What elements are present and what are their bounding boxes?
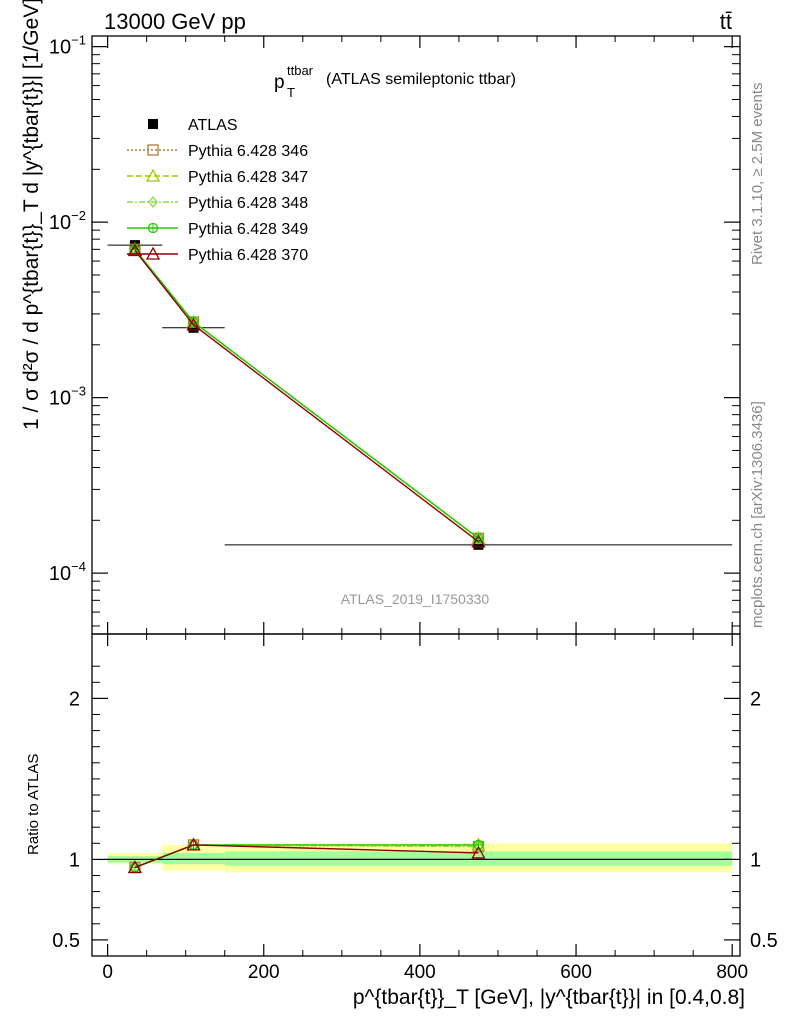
ratio-tick-label-left: 1 xyxy=(69,849,80,871)
series-line-3 xyxy=(134,248,479,539)
series-point-4 xyxy=(186,317,201,331)
rivet-label: Rivet 3.1.10, ≥ 2.5M events xyxy=(749,83,766,266)
ratio-tick-label-left: 0.5 xyxy=(52,930,80,952)
ratio-point-4 xyxy=(471,845,486,859)
legend-entry: Pythia 6.428 370 xyxy=(127,246,308,264)
legend-entry: Pythia 6.428 349 xyxy=(127,221,308,238)
ratio-tick-label-right: 2 xyxy=(750,688,761,710)
legend-entry: Pythia 6.428 348 xyxy=(127,195,308,212)
series-line-4 xyxy=(134,249,479,543)
x-tick-label: 600 xyxy=(560,962,592,983)
main-series xyxy=(107,240,733,550)
title-main: p xyxy=(274,72,285,93)
y-axis-title: 1 / σ d²σ / d p^{tbar{t}}_T d |y^{tbar{t… xyxy=(20,0,43,430)
x-tick-label: 0 xyxy=(102,962,113,983)
y-tick-label: 10−3 xyxy=(49,384,86,410)
series-line-0 xyxy=(134,248,479,539)
ratio-axis-ticks: 0.5 0.5 1 1 2 2 xyxy=(52,665,778,952)
y-tick-label: 10−1 xyxy=(49,33,86,59)
data-point xyxy=(473,539,484,550)
legend-label: Pythia 6.428 346 xyxy=(188,143,308,160)
legend-marker xyxy=(145,168,161,182)
legend-label: Pythia 6.428 349 xyxy=(188,221,308,238)
mcplots-label: mcplots.cern.ch [arXiv:1306.3436] xyxy=(749,401,766,628)
plot-title: p ttbar T (ATLAS semileptonic ttbar) xyxy=(274,63,516,100)
x-tick-label: 400 xyxy=(404,962,436,983)
series-point-4 xyxy=(127,243,143,257)
legend-entry: ATLAS xyxy=(148,117,238,134)
ratio-tick-label-right: 0.5 xyxy=(750,930,778,952)
ratio-series xyxy=(127,837,486,874)
ratio-tick-label-left: 2 xyxy=(69,688,80,710)
ratio-point-4 xyxy=(127,860,143,874)
series-line-2 xyxy=(134,248,479,540)
legend-marker xyxy=(148,195,158,209)
y-axis-ticks: 10−4 10−3 10−2 10−1 xyxy=(49,33,740,627)
legend-entry: Pythia 6.428 347 xyxy=(127,168,308,186)
ratio-line-4 xyxy=(134,844,479,869)
title-sup: ttbar xyxy=(287,63,314,78)
legend-marker xyxy=(147,144,159,156)
stat-uncertainty-band xyxy=(162,852,225,865)
title-rest: (ATLAS semileptonic ttbar) xyxy=(326,71,516,88)
process-label: tt̄ xyxy=(720,9,732,34)
ratio-plot-frame xyxy=(91,633,741,957)
legend-label: ATLAS xyxy=(188,117,238,134)
series-line-1 xyxy=(134,248,479,539)
legend: ATLAS Pythia 6.428 346 Pythia 6.428 347 Pyt… xyxy=(127,117,308,264)
legend-label: Pythia 6.428 348 xyxy=(188,195,308,212)
x-axis-ticks: 0 200 400 600 800 xyxy=(102,36,748,983)
title-sub: T xyxy=(287,85,295,100)
legend-marker xyxy=(145,246,161,260)
legend-label: Pythia 6.428 370 xyxy=(188,247,308,264)
legend-label: Pythia 6.428 347 xyxy=(188,169,308,186)
y-tick-label: 10−2 xyxy=(49,208,86,234)
energy-label: 13000 GeV pp xyxy=(104,9,246,34)
x-tick-label: 800 xyxy=(716,962,748,983)
legend-marker xyxy=(148,119,158,129)
ratio-point-4 xyxy=(186,837,201,851)
y-tick-label: 10−4 xyxy=(49,559,86,585)
analysis-id: ATLAS_2019_I1750330 xyxy=(341,591,490,607)
ratio-bands xyxy=(107,843,733,873)
x-tick-label: 200 xyxy=(248,962,280,983)
ratio-tick-label-right: 1 xyxy=(750,849,761,871)
ratio-y-axis-title: Ratio to ATLAS xyxy=(25,754,42,855)
series-point-4 xyxy=(471,534,486,548)
legend-entry: Pythia 6.428 346 xyxy=(127,143,308,160)
x-axis-title: p^{tbar{t}}_T [GeV], |y^{tbar{t}}| in [0… xyxy=(353,986,745,1009)
